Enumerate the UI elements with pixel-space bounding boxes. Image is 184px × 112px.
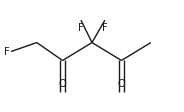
Text: F: F xyxy=(78,23,84,33)
Text: O: O xyxy=(118,79,125,89)
Text: F: F xyxy=(102,23,108,33)
Text: O: O xyxy=(59,79,66,89)
Text: F: F xyxy=(4,46,10,57)
